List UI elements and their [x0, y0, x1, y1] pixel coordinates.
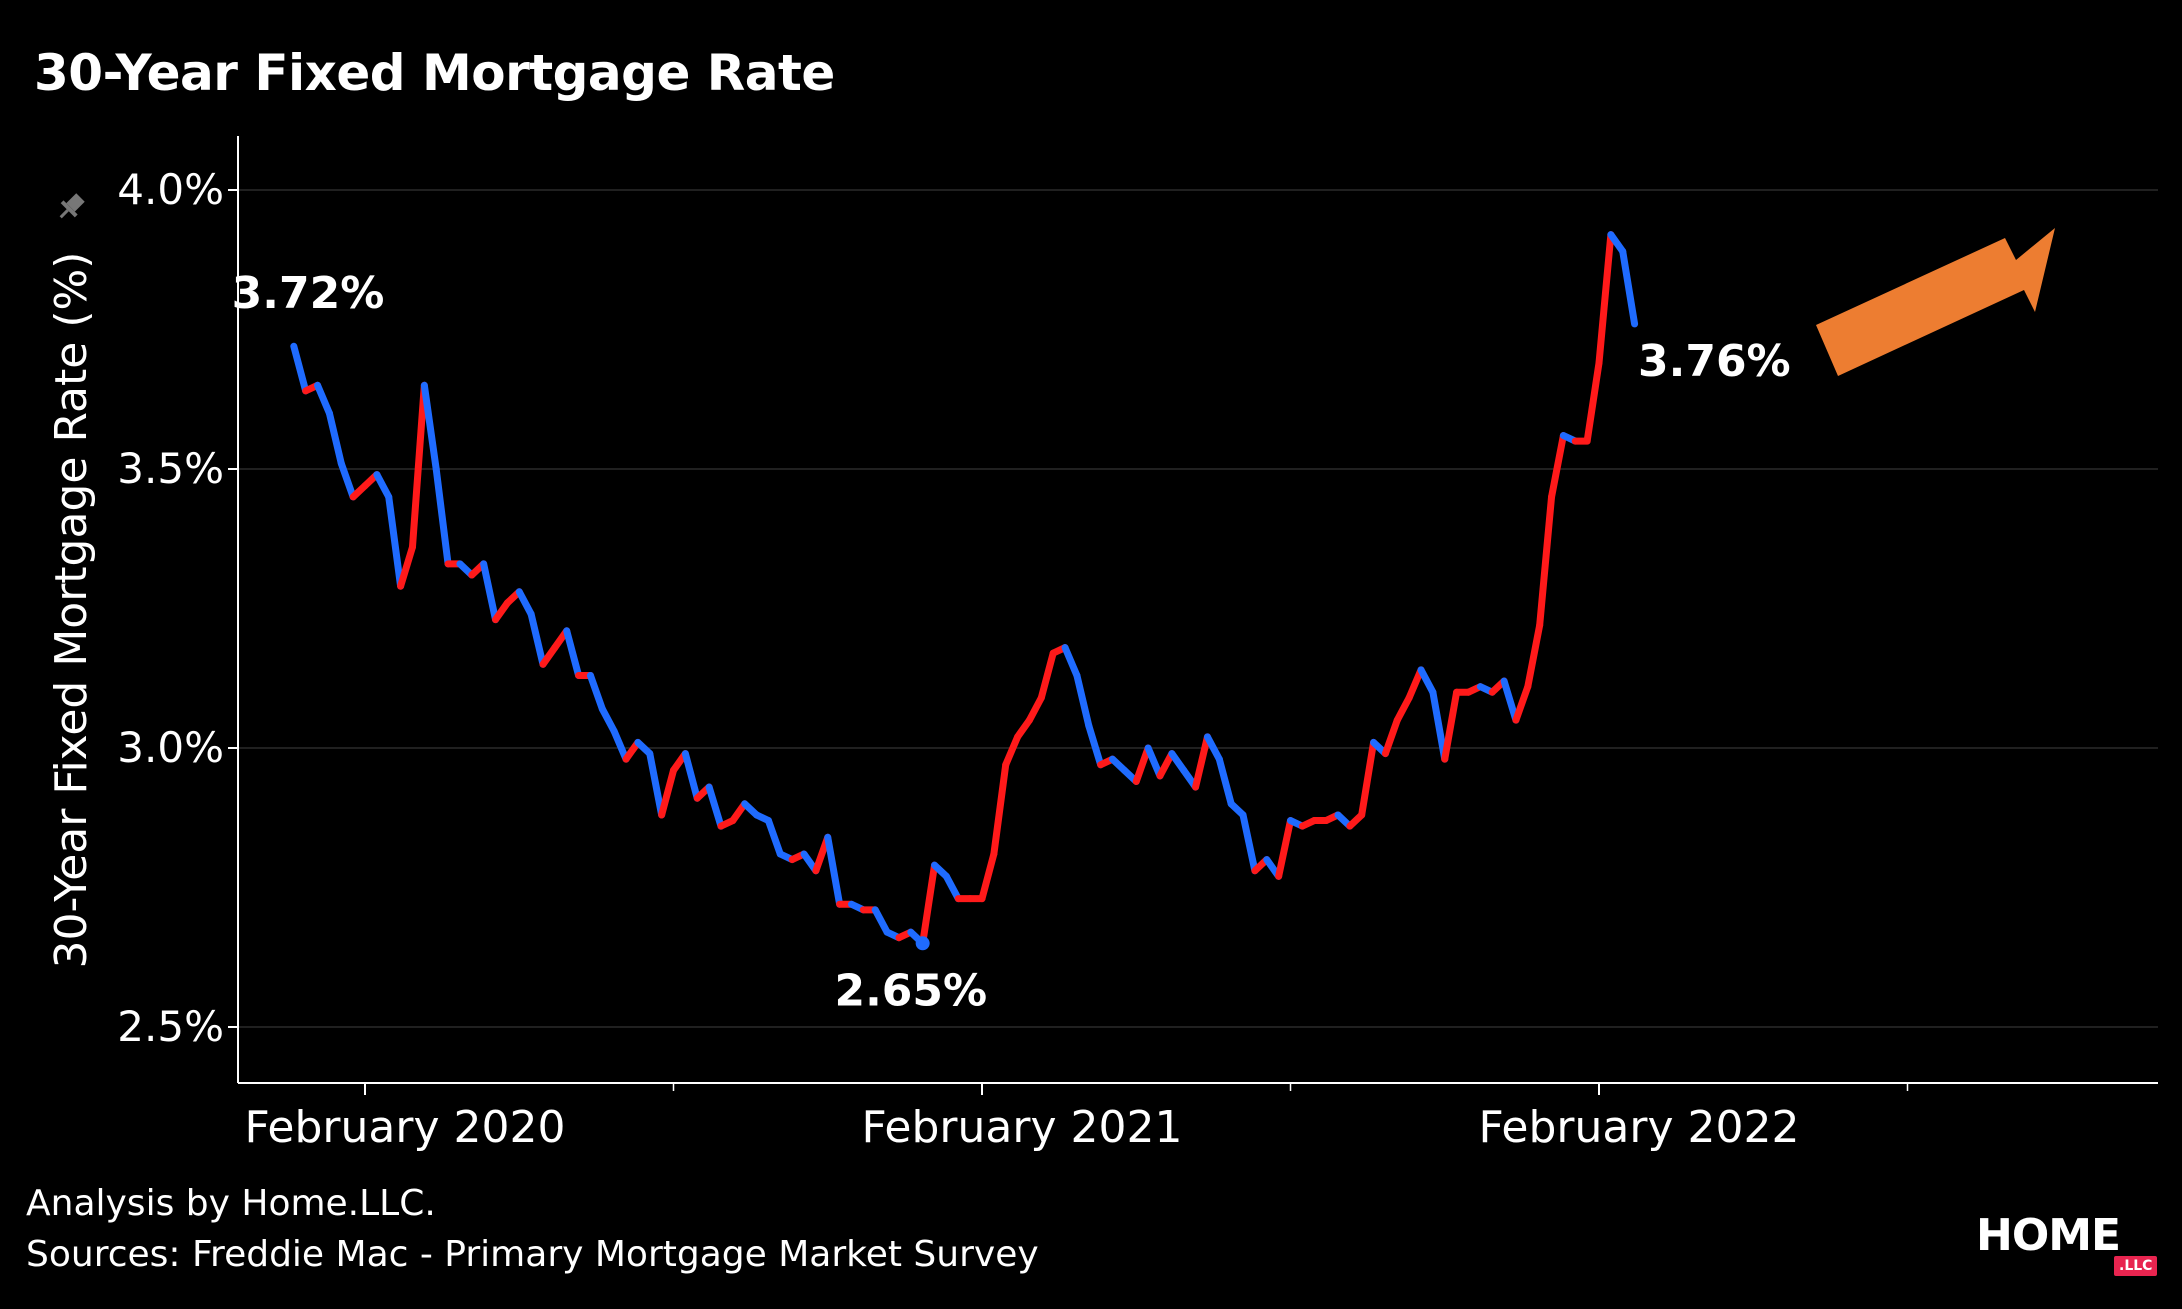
- series-segment: [1037, 649, 1057, 702]
- data-label: 2.65%: [834, 965, 987, 1016]
- series-segment: [420, 381, 440, 473]
- series-segment: [1275, 817, 1294, 880]
- rate-series: [290, 231, 1639, 951]
- series-segment: [314, 381, 333, 417]
- grid-lines: [238, 189, 2158, 1028]
- x-ticks: February 2020 February 2021 February 2022: [245, 1083, 1909, 1153]
- series-segment: [598, 705, 618, 735]
- y-axis-label: 30-Year Fixed Mortgage Rate (%): [46, 252, 97, 969]
- analysis-credit: Analysis by Home.LLC.: [26, 1183, 436, 1224]
- series-segment: [408, 381, 428, 551]
- home-llc-logo: HOME .LLC: [1976, 1210, 2158, 1276]
- series-segment: [1512, 683, 1532, 724]
- series-segment: [1144, 744, 1164, 780]
- series-segment: [646, 750, 666, 819]
- series-segment: [1441, 688, 1461, 763]
- series-segment: [1192, 733, 1211, 791]
- series-segment: [373, 471, 393, 501]
- series-segment: [325, 409, 345, 467]
- series-segment: [1524, 621, 1544, 691]
- series-segment: [1583, 359, 1603, 445]
- y-tick-label: 3.0%: [117, 723, 224, 772]
- series-segment: [1215, 755, 1235, 808]
- annotations: 3.72% 2.65% 3.76%: [232, 268, 1791, 1016]
- y-tick-label: 3.5%: [117, 444, 224, 493]
- y-tick-label: 2.5%: [117, 1002, 224, 1051]
- x-tick-label: February 2020: [245, 1102, 566, 1153]
- series-segment: [1500, 677, 1520, 724]
- series-segment: [824, 833, 844, 908]
- y-tick-label: 4.0%: [117, 165, 224, 214]
- series-segment: [515, 588, 535, 618]
- trend-arrow-icon: [1816, 228, 2055, 376]
- series-segment: [397, 543, 416, 590]
- series-segment: [432, 465, 452, 568]
- series-segment: [1132, 744, 1152, 785]
- series-segment: [337, 459, 357, 501]
- series-segment: [563, 627, 583, 679]
- series-segment: [1025, 694, 1045, 724]
- series-segment: [919, 861, 939, 947]
- series-segment: [1002, 733, 1022, 769]
- series-segment: [1536, 493, 1556, 629]
- series-segment: [1417, 666, 1437, 696]
- data-label: 3.76%: [1638, 336, 1791, 387]
- y-ticks: 2.5% 3.0% 3.5% 4.0%: [117, 165, 238, 1051]
- series-segment: [978, 850, 998, 903]
- series-segment: [990, 761, 1010, 858]
- x-tick-label: February 2022: [1479, 1102, 1800, 1153]
- series-segment: [527, 610, 547, 668]
- logo-badge: .LLC: [2114, 1256, 2158, 1276]
- series-segment: [1393, 694, 1413, 724]
- series-segment: [1381, 716, 1401, 758]
- sources-credit: Sources: Freddie Mac - Primary Mortgage …: [26, 1234, 1039, 1275]
- series-segment: [480, 560, 500, 624]
- series-segment: [1548, 432, 1567, 501]
- series-segment: [764, 817, 784, 858]
- x-tick-label: February 2021: [862, 1102, 1183, 1153]
- data-label: 3.72%: [232, 268, 385, 319]
- series-segment: [942, 872, 962, 903]
- chart-title: 30-Year Fixed Mortgage Rate: [34, 44, 835, 102]
- series-segment: [610, 727, 630, 763]
- series-segment: [705, 783, 725, 830]
- series-segment: [658, 766, 677, 819]
- series-segment: [385, 493, 405, 590]
- series-segment: [1239, 811, 1259, 875]
- series-segment: [1595, 231, 1615, 367]
- axes: [237, 136, 2158, 1084]
- series-segment: [1156, 750, 1176, 780]
- logo-text: HOME: [1976, 1210, 2121, 1261]
- series-segment: [1073, 671, 1093, 730]
- series-segment: [1061, 644, 1081, 679]
- series-segment: [290, 342, 310, 395]
- series-segment: [1405, 666, 1425, 702]
- series-segment: [586, 671, 606, 713]
- series-segment: [1203, 733, 1223, 763]
- series-segment: [871, 906, 891, 936]
- min-point: [915, 936, 930, 951]
- pin-icon: [59, 193, 85, 219]
- series-segment: [1619, 247, 1639, 328]
- series-segment: [681, 750, 701, 802]
- series-segment: [1429, 688, 1449, 763]
- series-segment: [1358, 738, 1378, 819]
- series-segment: [1085, 722, 1105, 769]
